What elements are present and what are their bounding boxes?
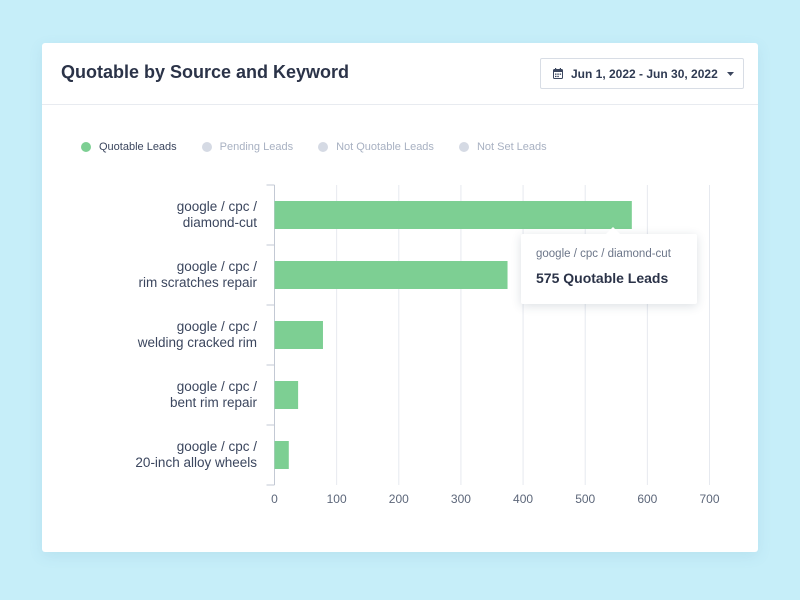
chart-card: Quotable by Source and Keyword Jun 1, 20… [42, 43, 758, 552]
category-label: google / cpc / [177, 199, 258, 214]
legend-label: Not Set Leads [476, 141, 547, 153]
card-header: Quotable by Source and Keyword Jun 1, 20… [42, 43, 758, 105]
calendar-icon [553, 68, 563, 79]
x-tick-label: 400 [513, 492, 533, 506]
x-tick-label: 500 [575, 492, 595, 506]
x-tick-label: 300 [451, 492, 471, 506]
legend-dot [458, 142, 469, 152]
category-label: 20-inch alloy wheels [135, 455, 257, 470]
category-label: diamond-cut [183, 215, 258, 230]
legend-dot [81, 142, 91, 152]
category-label: google / cpc / [177, 379, 258, 394]
x-tick-label: 600 [637, 492, 657, 506]
bar[interactable] [274, 381, 299, 409]
bar[interactable] [274, 201, 632, 229]
bar[interactable] [274, 261, 508, 289]
x-tick-label: 0 [271, 492, 278, 506]
legend-item[interactable]: Not Quotable Leads [318, 141, 434, 153]
tooltip-label: google / cpc / diamond-cut [536, 248, 671, 260]
legend-item[interactable]: Pending Leads [201, 141, 294, 153]
legend-label: Not Quotable Leads [336, 141, 434, 153]
chart-tooltip: google / cpc / diamond-cut 575 Quotable … [521, 227, 697, 304]
x-tick-label: 200 [389, 492, 409, 506]
category-label: bent rim repair [170, 395, 258, 410]
category-label: welding cracked rim [137, 335, 257, 350]
date-range-picker[interactable]: Jun 1, 2022 - Jun 30, 2022 [540, 58, 744, 89]
category-label: google / cpc / [177, 259, 258, 274]
tooltip-value: 575 Quotable Leads [536, 270, 669, 286]
legend-item[interactable]: Quotable Leads [81, 141, 177, 153]
legend-item[interactable]: Not Set Leads [458, 141, 547, 153]
legend-label: Quotable Leads [99, 141, 177, 153]
date-range-label: Jun 1, 2022 - Jun 30, 2022 [571, 66, 718, 81]
legend-label: Pending Leads [219, 141, 294, 153]
legend-dot [201, 142, 212, 152]
x-tick-label: 700 [699, 492, 719, 506]
chart-legend: Quotable Leads Pending Leads Not Quotable … [81, 140, 572, 154]
legend-dot [318, 142, 329, 152]
category-label: google / cpc / [177, 319, 258, 334]
caret-down-icon [726, 71, 734, 76]
category-label: google / cpc / [177, 439, 258, 454]
x-tick-label: 100 [327, 492, 347, 506]
bar[interactable] [274, 441, 289, 469]
category-label: rim scratches repair [138, 275, 257, 290]
card-title: Quotable by Source and Keyword [61, 62, 350, 82]
bar[interactable] [274, 321, 323, 349]
